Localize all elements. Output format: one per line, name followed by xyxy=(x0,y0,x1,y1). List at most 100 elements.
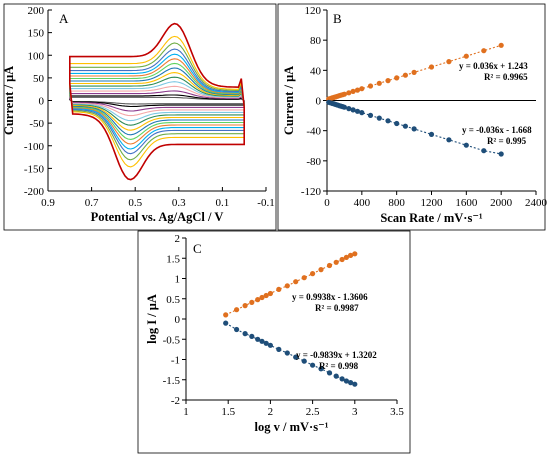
b-y-tick-label: 40 xyxy=(310,65,322,77)
b-data-point xyxy=(367,83,374,89)
b-y-tick-label: 120 xyxy=(305,5,322,17)
c-data-point xyxy=(333,373,339,379)
a-x-tick-label: 0.7 xyxy=(85,197,99,209)
b-data-point xyxy=(446,59,452,65)
c-data-point xyxy=(223,320,229,326)
a-x-tick-label: 0.3 xyxy=(172,197,186,209)
a-y-tick-label: -50 xyxy=(29,118,44,130)
b-data-point xyxy=(402,72,408,78)
b-data-point xyxy=(341,91,347,97)
b-data-point xyxy=(376,80,382,86)
b-r-squared: R² = 0.995 xyxy=(487,136,527,146)
c-data-point xyxy=(318,366,324,372)
a-x-tick-label: 0.1 xyxy=(216,197,230,209)
c-x-tick-label: 2 xyxy=(268,406,274,418)
c-data-point xyxy=(263,292,269,299)
a-y-tick-label: -200 xyxy=(24,186,45,198)
b-data-point xyxy=(359,86,365,92)
c-data-point xyxy=(284,283,290,289)
c-y-axis-title: log I / μA xyxy=(145,294,159,344)
b-x-tick-label: 400 xyxy=(354,197,371,209)
c-y-tick-label: 0.5 xyxy=(166,294,180,306)
c-x-axis-title: log v / mV·s⁻¹ xyxy=(255,420,329,434)
b-data-point xyxy=(350,88,356,94)
panel-a-border xyxy=(3,3,277,231)
c-y-tick-label: -1 xyxy=(171,355,180,367)
c-data-point xyxy=(352,251,358,257)
b-y-tick-label: -80 xyxy=(306,156,321,168)
c-x-tick-label: 3.5 xyxy=(390,406,404,418)
a-y-tick-label: 150 xyxy=(28,28,45,40)
c-data-point xyxy=(242,303,248,309)
b-data-point xyxy=(498,151,504,157)
a-x-tick-label: 0.9 xyxy=(41,197,55,209)
c-data-point xyxy=(284,350,290,356)
b-data-point xyxy=(346,90,352,96)
a-y-tick-label: -100 xyxy=(24,141,45,153)
a-y-tick-label: 200 xyxy=(28,5,45,17)
c-data-point xyxy=(267,342,273,348)
b-data-point xyxy=(481,48,487,54)
c-data-point xyxy=(249,299,255,305)
a-y-tick-label: 50 xyxy=(33,73,45,85)
c-trendline xyxy=(225,253,355,316)
b-x-tick-label: 1200 xyxy=(421,197,444,209)
panel-a: 200 150 100 50 0 -50 -100 -150 -2000.9 0.7 0.5 0.3 0… xyxy=(2,3,277,231)
c-data-point xyxy=(263,340,269,346)
b-y-tick-label: -120 xyxy=(301,186,322,198)
c-data-point xyxy=(333,259,339,265)
c-y-tick-label: 2 xyxy=(175,233,181,245)
b-panel-letter: B xyxy=(333,11,342,26)
b-data-point xyxy=(394,120,400,127)
c-data-point xyxy=(348,380,354,386)
b-data-point xyxy=(346,106,352,112)
c-data-point xyxy=(301,358,307,364)
a-x-tick-label: -0.1 xyxy=(257,197,274,209)
c-data-point xyxy=(348,252,354,258)
c-data-point xyxy=(234,326,240,333)
cv-curve xyxy=(69,22,245,181)
a-x-axis-title: Potential vs. Ag/AgCl / V xyxy=(91,210,224,224)
c-data-point xyxy=(259,294,265,301)
b-x-tick-label: 2400 xyxy=(525,197,548,209)
b-equation: y = 0.036x + 1.243 xyxy=(459,61,528,71)
c-y-tick-label: -1.5 xyxy=(163,375,181,387)
b-x-tick-label: 800 xyxy=(388,197,405,209)
b-x-tick-label: 0 xyxy=(324,197,330,209)
c-data-point xyxy=(339,376,345,382)
c-y-tick-label: 1.5 xyxy=(166,253,180,265)
c-equation: y = 0.9938x - 1.3606 xyxy=(292,292,368,302)
b-data-point xyxy=(463,53,469,59)
c-x-tick-label: 1.5 xyxy=(221,406,235,418)
c-data-point xyxy=(276,286,282,292)
c-data-point xyxy=(293,354,299,360)
c-data-point xyxy=(310,362,316,368)
c-r-squared: R² = 0.998 xyxy=(319,361,359,371)
c-data-point xyxy=(234,307,240,313)
c-data-point xyxy=(326,370,333,376)
c-y-tick-label: 1 xyxy=(175,274,181,286)
c-data-point xyxy=(293,279,299,285)
b-y-axis-title: Current / μA xyxy=(282,66,296,135)
b-x-tick-label: 2000 xyxy=(490,197,513,209)
c-data-point xyxy=(352,381,358,387)
a-panel-letter: A xyxy=(59,11,69,26)
b-data-point xyxy=(428,64,435,70)
c-y-tick-label: 0 xyxy=(175,314,181,326)
panel-c-border xyxy=(137,230,411,454)
a-y-tick-label: 100 xyxy=(28,50,45,62)
b-data-point xyxy=(385,78,391,84)
c-panel-letter: C xyxy=(193,241,202,256)
b-data-point xyxy=(385,118,391,124)
c-data-point xyxy=(259,338,265,344)
c-x-tick-label: 1 xyxy=(183,406,189,418)
c-x-tick-label: 2.5 xyxy=(306,406,320,418)
b-data-point xyxy=(341,104,347,110)
c-y-tick-label: -0.5 xyxy=(163,334,181,346)
c-equation: y = -0.9839x + 1.3202 xyxy=(296,350,377,360)
b-x-tick-label: 1600 xyxy=(455,197,478,209)
b-data-point xyxy=(394,75,400,81)
c-data-point xyxy=(318,267,324,273)
